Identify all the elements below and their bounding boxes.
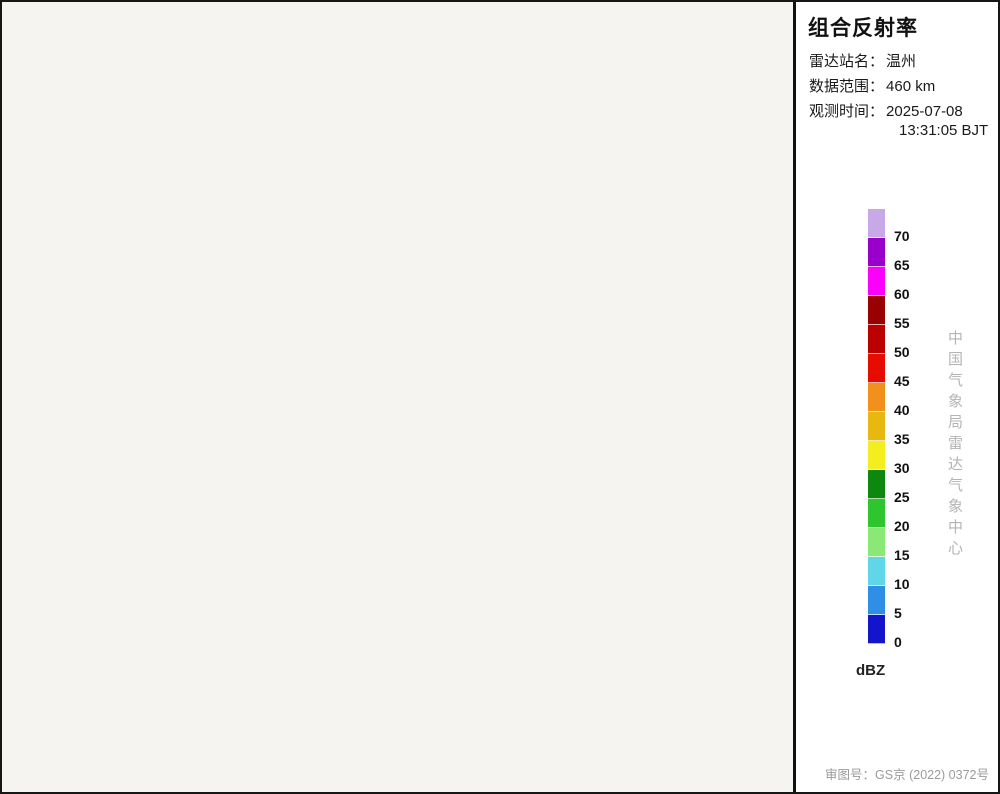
- legend-segment: [868, 615, 885, 644]
- time-value-date: 2025-07-08: [886, 103, 963, 120]
- legend-value: 25: [894, 489, 910, 505]
- legend-segment: [868, 267, 885, 296]
- range-field: 数据范围： 460 km: [796, 71, 998, 96]
- legend-segment: [868, 209, 885, 238]
- legend-segment: [868, 499, 885, 528]
- legend-value: 5: [894, 605, 902, 621]
- legend-segment: [868, 325, 885, 354]
- legend-value: 70: [894, 228, 910, 244]
- legend-segment: [868, 586, 885, 615]
- legend-segment: [868, 238, 885, 267]
- time-label: 观测时间：: [809, 103, 885, 120]
- legend-value: 10: [894, 576, 910, 592]
- legend-value: 55: [894, 315, 910, 331]
- panel-title: 组合反射率: [808, 17, 918, 40]
- legend-segment: [868, 557, 885, 586]
- legend-segment: [868, 354, 885, 383]
- legend-unit: dBZ: [856, 662, 886, 679]
- legend-segment: [868, 296, 885, 325]
- legend-value: 65: [894, 257, 910, 273]
- map-approval-number: 审图号：GS京 (2022) 0372号: [825, 768, 989, 782]
- legend-value: 40: [894, 402, 910, 418]
- legend-value: 45: [894, 373, 910, 389]
- station-field: 雷达站名： 温州: [796, 46, 998, 71]
- legend-color-bar: [868, 209, 885, 644]
- legend-segment: [868, 412, 885, 441]
- time-field: 观测时间： 2025-07-08 13:31:05 BJT: [796, 96, 998, 140]
- reflectivity-legend: 70 65 60 55 50 45 40 35 30 25 20 15 10 5 0: [868, 209, 910, 650]
- station-label: 雷达站名：: [809, 53, 885, 70]
- legend-value: 60: [894, 286, 910, 302]
- info-panel: 组合反射率 雷达站名： 温州 数据范围： 460 km 观测时间： 2025-07-0…: [793, 2, 998, 792]
- legend-segment: [868, 441, 885, 470]
- legend-value: 20: [894, 518, 910, 534]
- legend-value: 15: [894, 547, 910, 563]
- legend-value: 0: [894, 634, 902, 650]
- station-value: 温州: [886, 53, 917, 70]
- range-value: 460 km: [886, 78, 936, 95]
- legend-segment: [868, 383, 885, 412]
- legend-value: 30: [894, 460, 910, 476]
- map-canvas: [2, 2, 793, 792]
- radar-map: [2, 2, 793, 792]
- range-label: 数据范围：: [809, 78, 885, 95]
- legend-segment: [868, 470, 885, 499]
- legend-value: 50: [894, 344, 910, 360]
- time-value-time: 13:31:05 BJT: [899, 122, 989, 139]
- legend-value: 35: [894, 431, 910, 447]
- watermark-text: 中国气象局雷达气象中心: [946, 330, 963, 561]
- legend-segment: [868, 528, 885, 557]
